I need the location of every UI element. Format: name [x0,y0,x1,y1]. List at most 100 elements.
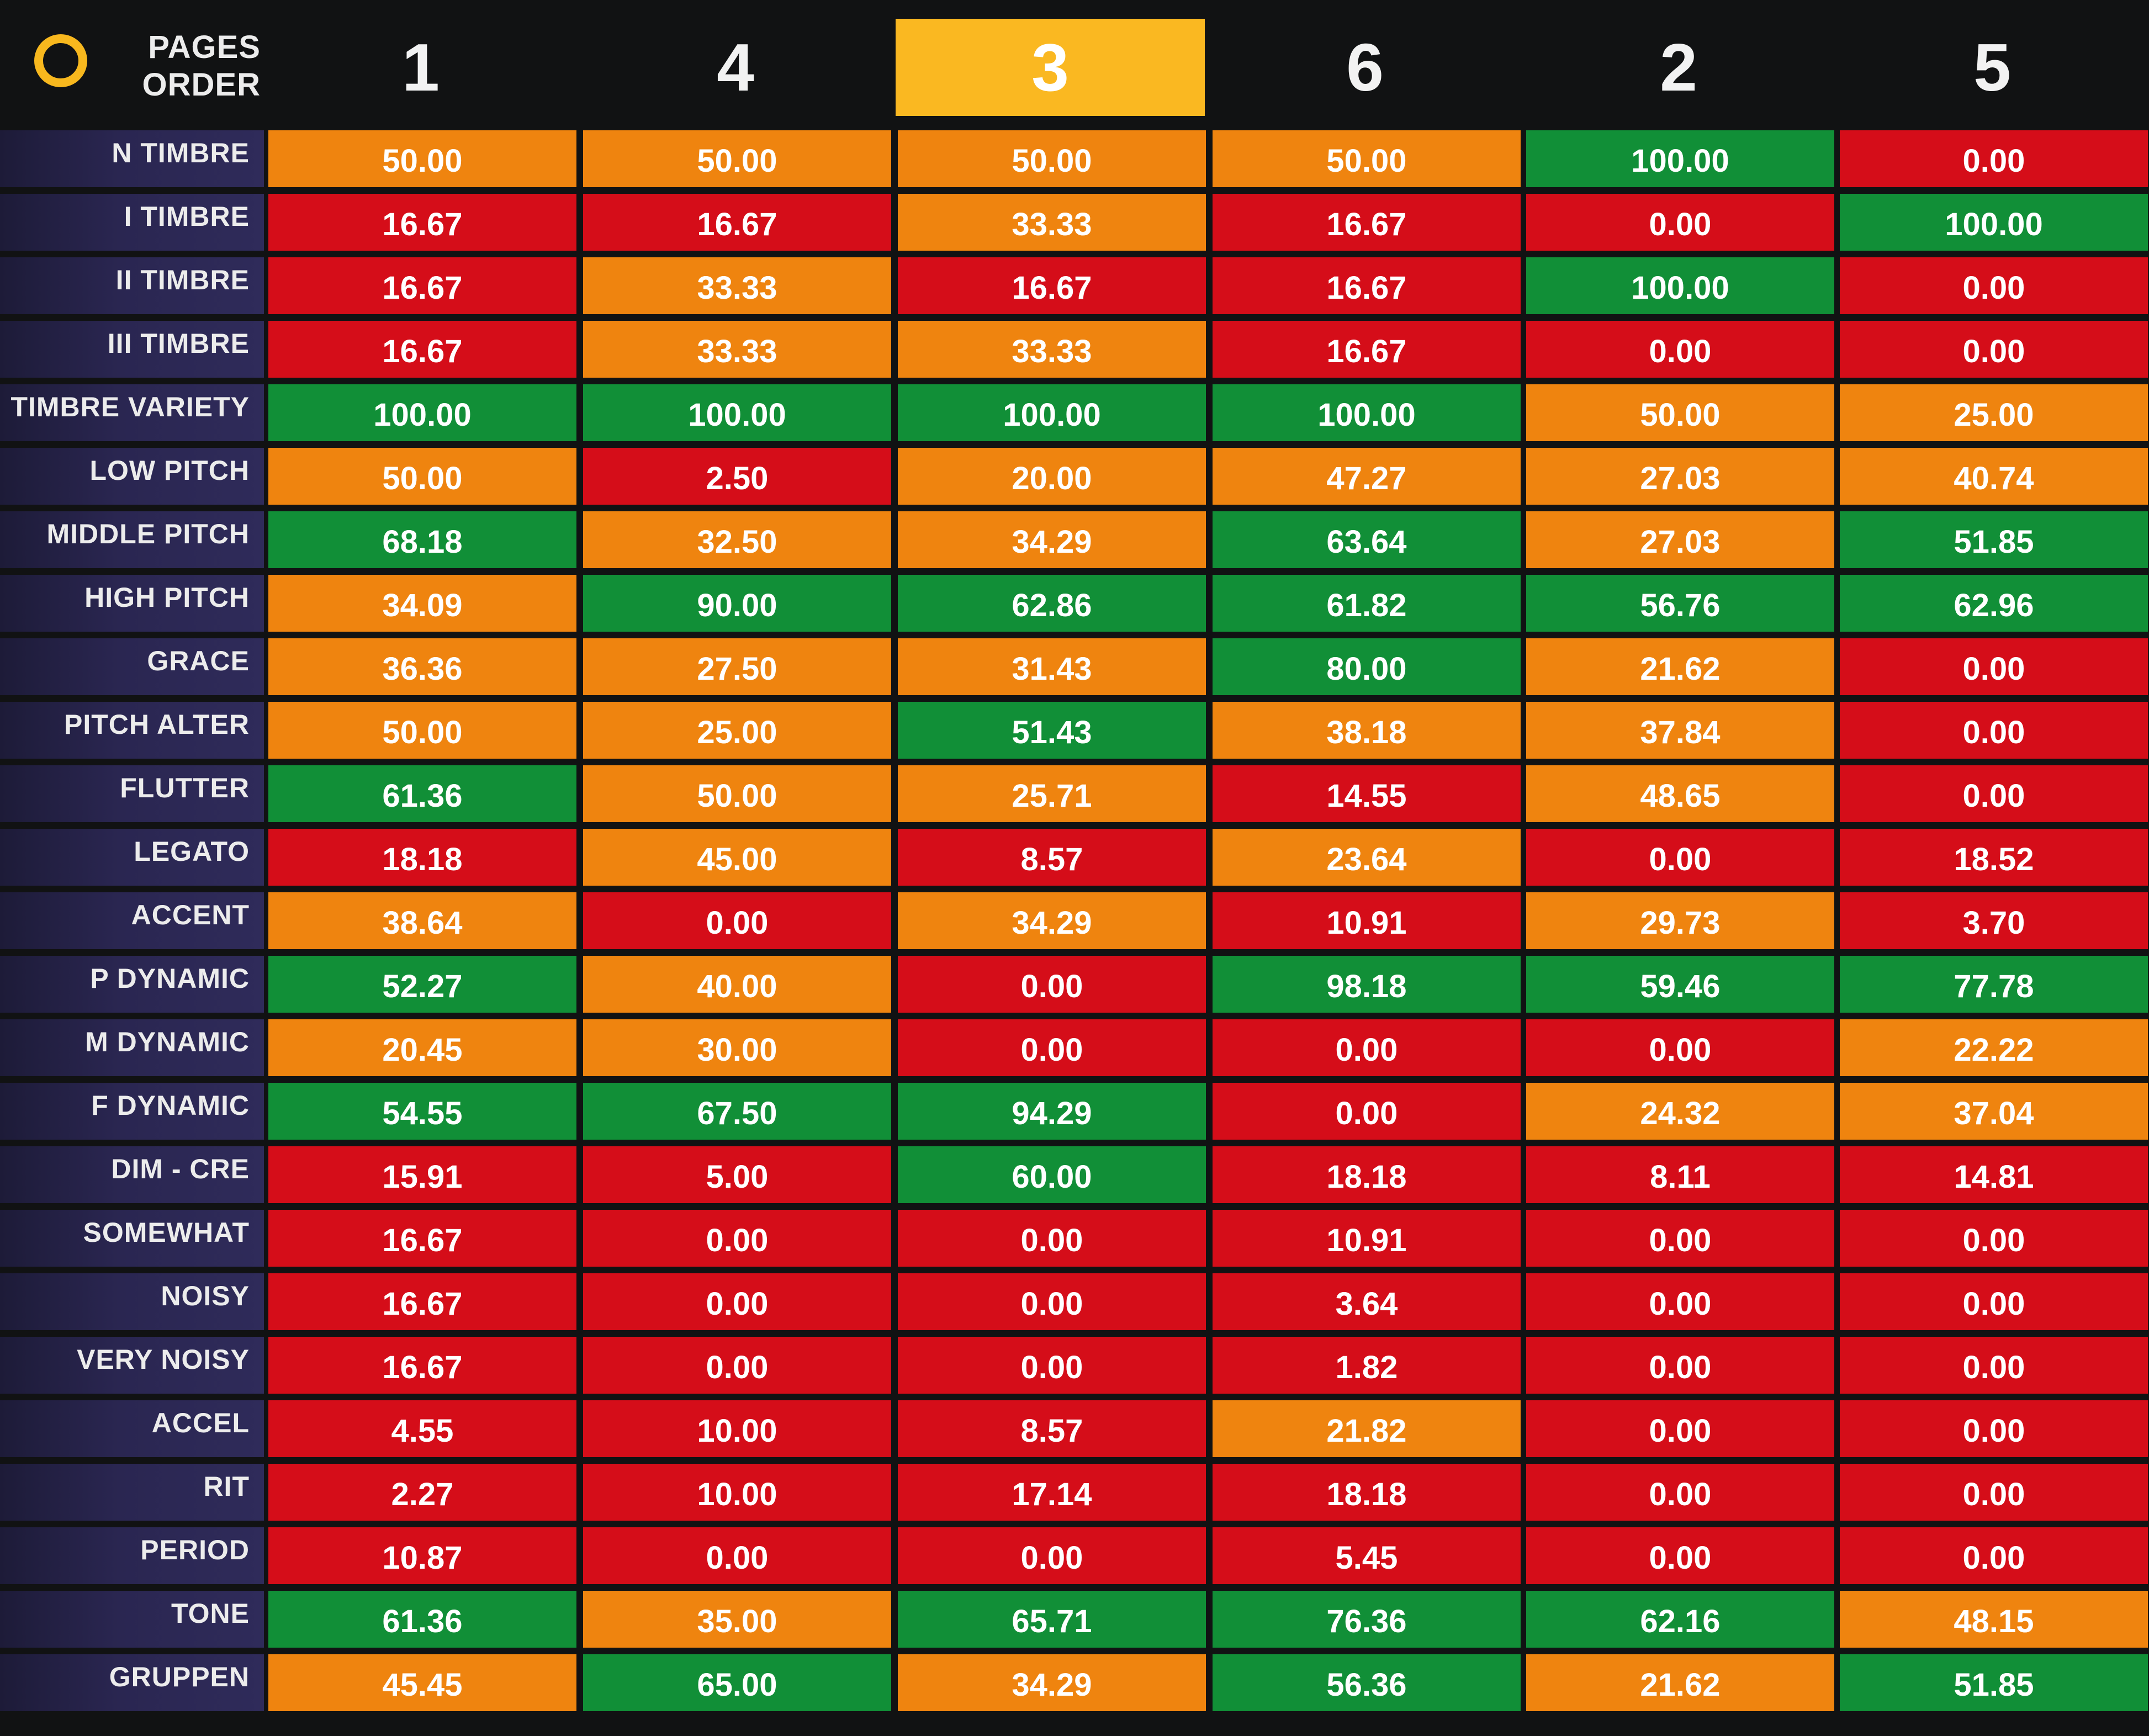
value-cell: 3.70 [1840,892,2148,949]
row-label: RIT [0,1464,264,1521]
value-cell: 61.36 [268,1591,576,1648]
value-cell: 50.00 [898,130,1206,187]
value-cell: 0.00 [1840,1400,2148,1457]
table-row: PERIOD 10.87 0.00 0.00 5.45 0.00 0.00 [0,1524,2149,1587]
value-cell: 33.33 [583,257,891,314]
page-tab-1[interactable]: 1 [402,30,440,105]
value-cell: 30.00 [583,1019,891,1076]
table-row: LEGATO 18.18 45.00 8.57 23.64 0.00 18.52 [0,825,2149,889]
page-tab-4[interactable]: 4 [717,30,754,105]
value-cell: 18.18 [268,829,576,886]
table-row: F DYNAMIC 54.55 67.50 94.29 0.00 24.32 37.04 [0,1079,2149,1143]
value-cell: 56.36 [1213,1654,1521,1711]
value-cell: 25.71 [898,765,1206,822]
value-cell: 0.00 [1213,1083,1521,1140]
value-cell: 68.18 [268,511,576,568]
value-cell: 0.00 [1840,257,2148,314]
value-cell: 34.09 [268,575,576,632]
row-label: TONE [0,1591,264,1648]
value-cell: 21.62 [1526,638,1834,695]
value-cell: 0.00 [898,1527,1206,1584]
value-cell: 25.00 [1840,384,2148,441]
value-cell: 65.71 [898,1591,1206,1648]
value-cell: 16.67 [268,1337,576,1394]
row-label: GRUPPEN [0,1654,264,1711]
value-cell: 0.00 [1526,194,1834,251]
value-cell: 33.33 [898,194,1206,251]
table-row: N TIMBRE 50.00 50.00 50.00 50.00 100.00 0.00 [0,127,2149,190]
value-cell: 76.36 [1213,1591,1521,1648]
page-tab-3[interactable]: 3 [896,19,1205,116]
table-row: HIGH PITCH 34.09 90.00 62.86 61.82 56.76 62.96 [0,571,2149,635]
value-cell: 59.46 [1526,956,1834,1013]
table-row: RIT 2.27 10.00 17.14 18.18 0.00 0.00 [0,1460,2149,1524]
value-cell: 67.50 [583,1083,891,1140]
row-label: PERIOD [0,1527,264,1584]
value-cell: 3.64 [1213,1273,1521,1330]
row-label: LOW PITCH [0,448,264,505]
value-cell: 0.00 [1840,321,2148,378]
value-cell: 62.86 [898,575,1206,632]
value-cell: 8.11 [1526,1146,1834,1203]
value-cell: 0.00 [583,892,891,949]
page-tab-5[interactable]: 5 [1973,30,2011,105]
value-cell: 0.00 [1840,1337,2148,1394]
value-cell: 50.00 [268,448,576,505]
row-label: NOISY [0,1273,264,1330]
table-row: SOMEWHAT 16.67 0.00 0.00 10.91 0.00 0.00 [0,1206,2149,1270]
value-cell: 16.67 [898,257,1206,314]
value-cell: 100.00 [898,384,1206,441]
value-cell: 0.00 [1526,1527,1834,1584]
value-cell: 0.00 [583,1273,891,1330]
value-cell: 80.00 [1213,638,1521,695]
value-cell: 16.67 [1213,194,1521,251]
value-cell: 50.00 [583,130,891,187]
page-tab-2[interactable]: 2 [1660,30,1697,105]
value-cell: 0.00 [1526,1019,1834,1076]
value-cell: 0.00 [583,1337,891,1394]
table-row: PITCH ALTER 50.00 25.00 51.43 38.18 37.84 0.00 [0,698,2149,762]
value-cell: 100.00 [1526,257,1834,314]
value-cell: 34.29 [898,892,1206,949]
value-cell: 14.55 [1213,765,1521,822]
value-cell: 8.57 [898,829,1206,886]
value-cell: 17.14 [898,1464,1206,1521]
value-cell: 10.00 [583,1400,891,1457]
value-cell: 10.91 [1213,1210,1521,1267]
page-tab-6[interactable]: 6 [1346,30,1384,105]
value-cell: 5.00 [583,1146,891,1203]
row-label: II TIMBRE [0,257,264,314]
row-label: N TIMBRE [0,130,264,187]
value-cell: 0.00 [1526,829,1834,886]
row-label: DIM - CRE [0,1146,264,1203]
value-cell: 0.00 [1840,130,2148,187]
value-cell: 16.67 [1213,257,1521,314]
value-cell: 10.87 [268,1527,576,1584]
value-cell: 60.00 [898,1146,1206,1203]
value-cell: 94.29 [898,1083,1206,1140]
value-cell: 16.67 [1213,321,1521,378]
row-label: ACCENT [0,892,264,949]
row-label: SOMEWHAT [0,1210,264,1267]
value-cell: 100.00 [1213,384,1521,441]
value-cell: 98.18 [1213,956,1521,1013]
value-cell: 16.67 [268,194,576,251]
value-cell: 0.00 [1840,1210,2148,1267]
value-cell: 50.00 [583,765,891,822]
value-cell: 56.76 [1526,575,1834,632]
value-cell: 0.00 [1526,321,1834,378]
value-cell: 0.00 [898,1210,1206,1267]
value-cell: 0.00 [1526,1210,1834,1267]
value-cell: 20.00 [898,448,1206,505]
pages-order-line2: ORDER [142,67,261,103]
value-cell: 50.00 [268,130,576,187]
value-cell: 50.00 [268,702,576,759]
table-row: ACCENT 38.64 0.00 34.29 10.91 29.73 3.70 [0,889,2149,952]
value-cell: 40.74 [1840,448,2148,505]
value-cell: 0.00 [1840,1464,2148,1521]
table-row: M DYNAMIC 20.45 30.00 0.00 0.00 0.00 22.22 [0,1016,2149,1079]
value-cell: 47.27 [1213,448,1521,505]
value-cell: 0.00 [583,1210,891,1267]
order-toggle-ring-icon[interactable] [34,34,87,87]
row-label: PITCH ALTER [0,702,264,759]
